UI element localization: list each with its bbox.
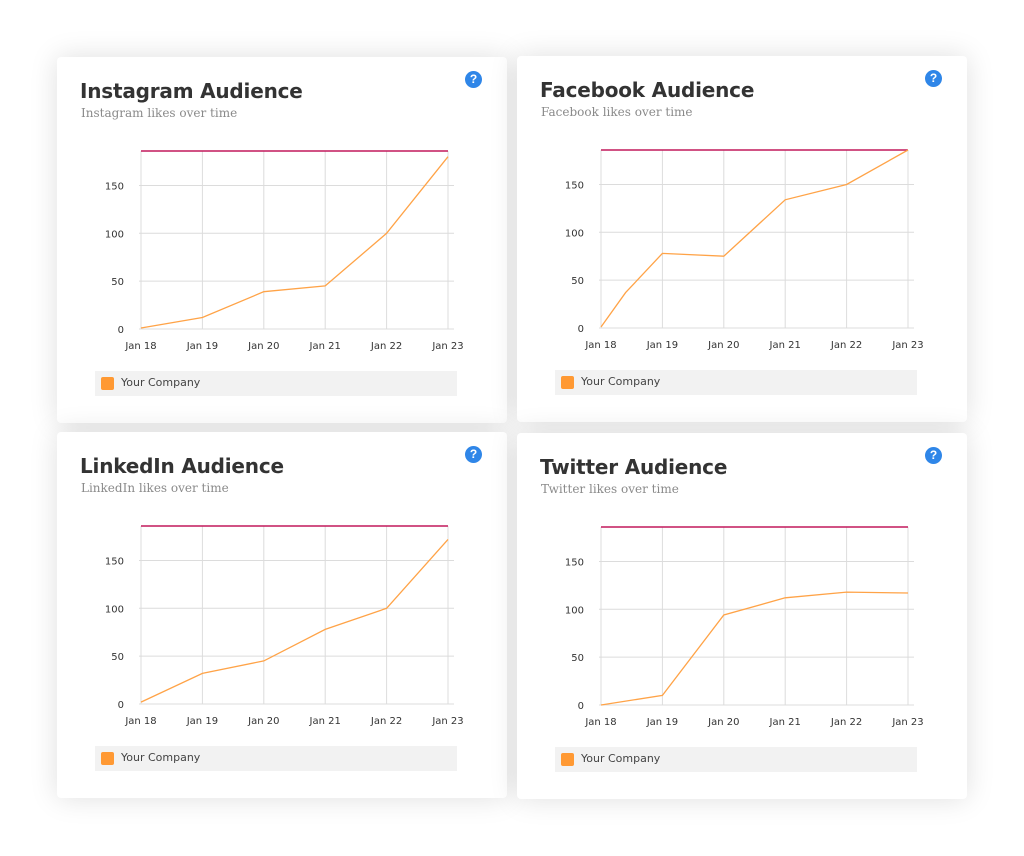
- y-tick-label: 100: [565, 228, 584, 239]
- series-line: [140, 156, 449, 329]
- y-tick-label: 0: [578, 324, 584, 335]
- legend-label: Your Company: [121, 376, 201, 389]
- series-line: [600, 591, 909, 706]
- y-tick-label: 50: [571, 276, 584, 287]
- x-tick-label: Jan 20: [247, 716, 279, 727]
- card-title: LinkedIn Audience: [80, 454, 284, 478]
- x-tick-label: Jan 20: [247, 341, 279, 352]
- chart-legend[interactable]: Your Company: [555, 747, 917, 772]
- chart-legend[interactable]: Your Company: [95, 371, 457, 396]
- x-tick-label: Jan 21: [769, 340, 801, 351]
- y-tick-label: 150: [565, 557, 584, 568]
- card-title: Instagram Audience: [80, 79, 303, 103]
- card-subtitle: Twitter likes over time: [541, 482, 679, 496]
- instagram-line-chart: 0 50 100 150 Jan 18 Jan 19 Jan 20 Jan 21 Jan 22 J…: [105, 150, 464, 352]
- y-tick-label: 50: [111, 652, 124, 663]
- x-tick-label: Jan 18: [584, 717, 616, 728]
- x-tick-label: Jan 19: [646, 717, 678, 728]
- x-tick-label: Jan 18: [124, 341, 156, 352]
- x-tick-label: Jan 22: [830, 717, 862, 728]
- x-tick-label: Jan 21: [309, 716, 341, 727]
- legend-label: Your Company: [121, 751, 201, 764]
- chart-legend[interactable]: Your Company: [95, 746, 457, 771]
- help-icon[interactable]: ?: [465, 446, 482, 463]
- y-tick-label: 100: [105, 229, 124, 240]
- x-tick-label: Jan 21: [769, 717, 801, 728]
- x-tick-label: Jan 20: [707, 340, 739, 351]
- card-title: Facebook Audience: [540, 78, 755, 102]
- linkedin-audience-card: LinkedIn Audience LinkedIn likes over ti…: [57, 432, 507, 798]
- legend-swatch-icon: [101, 752, 114, 765]
- help-icon[interactable]: ?: [465, 71, 482, 88]
- card-subtitle: Instagram likes over time: [81, 106, 238, 120]
- linkedin-line-chart: 0 50 100 150 Jan 18 Jan 19 Jan 20 Jan 21 Jan 22 J…: [105, 525, 464, 727]
- help-icon[interactable]: ?: [925, 70, 942, 87]
- x-tick-label: Jan 22: [370, 341, 402, 352]
- twitter-line-chart: 0 50 100 150 Jan 18 Jan 19 Jan 20 Jan 21 Jan 22 J…: [565, 526, 924, 728]
- y-tick-label: 0: [578, 701, 584, 712]
- y-tick-label: 50: [111, 277, 124, 288]
- x-tick-label: Jan 19: [186, 716, 218, 727]
- x-tick-label: Jan 20: [707, 717, 739, 728]
- x-tick-label: Jan 23: [891, 340, 923, 351]
- card-title: Twitter Audience: [540, 455, 728, 479]
- card-subtitle: Facebook likes over time: [541, 105, 693, 119]
- facebook-audience-card: Facebook Audience Facebook likes over ti…: [517, 56, 967, 422]
- legend-swatch-icon: [561, 753, 574, 766]
- y-tick-label: 100: [105, 604, 124, 615]
- x-tick-label: Jan 18: [124, 716, 156, 727]
- twitter-audience-card: Twitter Audience Twitter likes over time…: [517, 433, 967, 799]
- card-subtitle: LinkedIn likes over time: [81, 481, 229, 495]
- x-tick-label: Jan 19: [646, 340, 678, 351]
- legend-label: Your Company: [581, 752, 661, 765]
- x-tick-label: Jan 19: [186, 341, 218, 352]
- y-tick-label: 0: [118, 325, 124, 336]
- x-tick-label: Jan 23: [891, 717, 923, 728]
- facebook-line-chart: 0 50 100 150 Jan 18 Jan 19 Jan 20 Jan 21 Jan 22 J…: [565, 149, 924, 351]
- x-tick-label: Jan 23: [431, 716, 463, 727]
- help-icon[interactable]: ?: [925, 447, 942, 464]
- series-line: [600, 149, 909, 328]
- y-tick-label: 100: [565, 605, 584, 616]
- x-tick-label: Jan 18: [584, 340, 616, 351]
- chart-legend[interactable]: Your Company: [555, 370, 917, 395]
- x-tick-label: Jan 23: [431, 341, 463, 352]
- legend-label: Your Company: [581, 375, 661, 388]
- y-tick-label: 150: [105, 556, 124, 567]
- series-line: [140, 538, 449, 703]
- y-tick-label: 150: [105, 181, 124, 192]
- y-tick-label: 0: [118, 700, 124, 711]
- x-tick-label: Jan 21: [309, 341, 341, 352]
- x-tick-label: Jan 22: [370, 716, 402, 727]
- instagram-audience-card: Instagram Audience Instagram likes over …: [57, 57, 507, 423]
- legend-swatch-icon: [561, 376, 574, 389]
- x-tick-label: Jan 22: [830, 340, 862, 351]
- y-tick-label: 150: [565, 180, 584, 191]
- legend-swatch-icon: [101, 377, 114, 390]
- y-tick-label: 50: [571, 653, 584, 664]
